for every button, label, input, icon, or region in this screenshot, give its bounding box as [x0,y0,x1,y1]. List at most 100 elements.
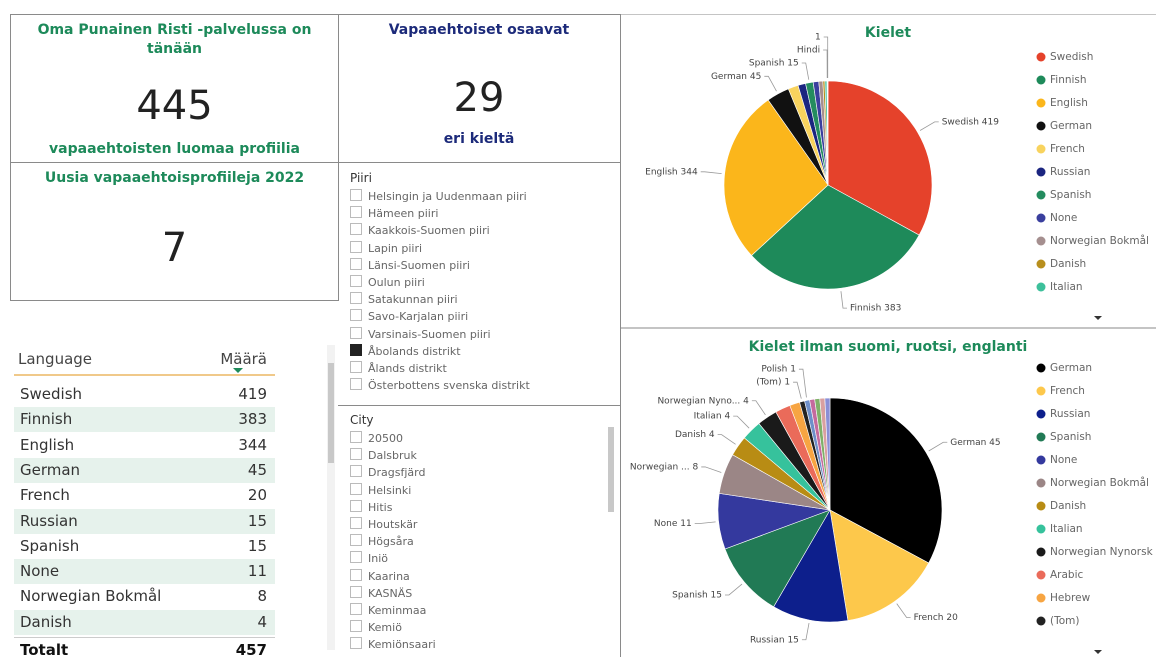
pie-slice [723,99,829,256]
cell: 11 [247,562,267,581]
checkbox [350,343,362,356]
slicer-item[interactable]: Österbottens svenska distrikt [350,377,530,394]
pie-slice [829,397,943,564]
item-label: Kaarina [368,569,410,583]
item-label: Dalsbruk [368,449,417,463]
item-label: Åbolands distrikt [368,344,461,358]
cell: 419 [238,385,267,403]
slicer-item[interactable]: Helsinki [350,482,411,499]
table-row: Danish 4 [14,609,275,635]
legend-marker [1036,409,1046,419]
legend-label: Hebrew [1050,592,1091,604]
legend-label: Danish [1050,500,1086,512]
checkbox [350,361,362,373]
slicer-item[interactable]: Kaakkois-Suomen piiri [350,222,490,239]
slicer-item[interactable]: Houtskär [350,516,417,533]
slicer-title: Piiri [350,171,372,185]
legend-label: Spanish [1050,431,1091,443]
legend-label: Finnish [1050,74,1087,86]
data-label: 1 [815,33,821,43]
leader-line [701,466,722,473]
slicer-item[interactable]: Dalsbruk [350,447,417,464]
item-label: Kaakkois-Suomen piiri [368,224,490,238]
slicer-item[interactable]: Hitis [350,499,392,516]
slicer-item[interactable]: Savo-Karjalan piiri [350,308,468,325]
item-label: Lapin piiri [368,241,423,255]
slicer: City 20500 Dalsbruk Dragsfjärd Helsinki Hitis… [338,405,621,657]
slicer-item[interactable]: Kemiönsaari [350,636,436,653]
slicer-item[interactable]: Kemiö [350,619,402,636]
pie-slice [724,509,831,608]
slicer-item[interactable]: Hämeen piiri [350,205,438,222]
table-header: Language Määrä [14,346,275,376]
legend-marker [1036,386,1046,396]
slicer-item[interactable]: Lapin piiri [350,240,422,257]
item-label: Länsi-Suomen piiri [368,258,470,272]
checkbox [350,620,362,633]
cell: Totalt [20,641,69,659]
slicer-item[interactable]: Kaarina [350,568,410,585]
slicer-item[interactable]: Helsingin ja Uudenmaan piiri [350,188,527,205]
leader-line [694,521,716,524]
legend-marker [1036,52,1046,62]
slicer-item[interactable]: Iniö [350,550,388,567]
legend-label: Russian [1050,166,1090,178]
legend-marker [1036,121,1046,131]
item-label: Hitis [368,500,393,514]
scroll-thumb [608,427,614,512]
legend-label: (Tom) [1050,615,1079,627]
checkbox [350,551,362,564]
slicer-item[interactable]: Varsinais-Suomen piiri [350,326,491,343]
item-label: Oulun piiri [368,276,425,289]
item-label: KASNÄS [368,586,413,600]
checkbox [350,585,362,598]
legend-label: Norwegian Bokmål [1050,476,1149,489]
slicer-item[interactable]: Ålands distrikt [350,360,447,377]
pie-slice [773,509,849,623]
legend-label: Norwegian Nynorsk [1050,546,1154,558]
cell: French [20,486,70,505]
legend-label: Italian [1050,523,1083,535]
item-label: Houtskär [368,518,418,531]
card-value: 7 [161,225,188,271]
legend-scroll[interactable] [1094,316,1102,320]
slicer-item[interactable]: Högsåra [350,533,414,550]
legend-marker [1036,259,1046,269]
slicer-item[interactable]: 20500 [350,430,403,447]
cell: 8 [257,587,267,606]
card-subtitle: eri kieltä [443,131,515,147]
data-label: Spanish 15 [672,590,722,600]
slicer-item[interactable]: Åbolands distrikt [350,343,461,360]
slicer-item[interactable]: KASNÄS [350,585,412,602]
cell: 457 [235,641,267,659]
cell: German [20,460,81,479]
cell: Norwegian Bokmål [20,587,162,606]
slicer-item[interactable]: Oulun piiri [350,274,425,291]
data-label: Russian 15 [750,635,799,645]
cell: 15 [247,511,267,530]
pie-slice [824,397,831,511]
checkbox [350,326,362,339]
slicer-item[interactable]: Satakunnan piiri [350,291,458,308]
legend-label: Italian [1050,281,1083,293]
legend-label: None [1050,454,1077,466]
legend-marker [1036,190,1046,200]
legend-scroll[interactable] [1094,650,1102,654]
leader-line [700,171,722,175]
slicer-item[interactable]: Länsi-Suomen piiri [350,257,470,274]
legend-marker [1036,455,1046,465]
data-label: Hindi [797,46,820,56]
checkbox [350,378,362,391]
legend-label: Arabic [1050,569,1084,581]
card-title: Oma Punainen Risti -palvelussa on tänään [37,22,312,57]
legend-label: French [1050,143,1085,155]
column-header: Määrä [220,350,267,368]
legend-label: Russian [1050,408,1090,420]
checkbox [350,637,362,650]
slicer-item[interactable]: Keminmaa [350,602,426,619]
data-label: English 344 [645,167,698,177]
legend-marker [1036,98,1046,108]
slicer-item[interactable]: Dragsfjärd [350,464,425,481]
legend-marker [1036,363,1046,373]
table-row: English 344 [14,432,275,458]
